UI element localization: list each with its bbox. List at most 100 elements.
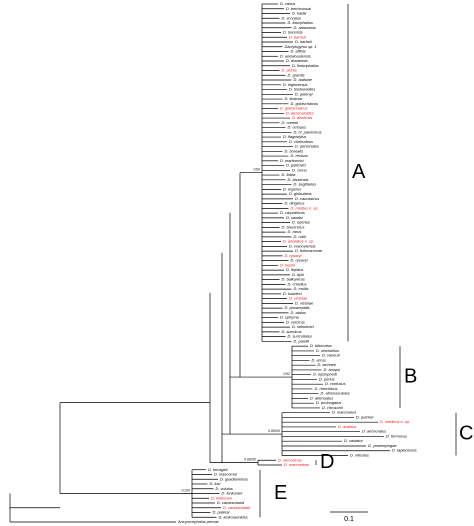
clade-label: A [352, 161, 366, 183]
taxon-label: D. petkovici [286, 163, 306, 168]
taxon-label: D. vranoviensis [289, 243, 316, 248]
taxon-label: D. vaneuti [322, 353, 340, 358]
taxon-label: D. brevicirrus [282, 224, 305, 229]
taxon-label: D. chrosomi [322, 405, 343, 410]
taxon-label: D. balistae [294, 77, 313, 82]
taxon-label: Ancyrocephalus percae [177, 519, 219, 524]
taxon-label: D. vistulae [295, 300, 314, 305]
taxon-label: D. hoiski [280, 262, 295, 267]
taxon-label: D. goktschaicus [291, 101, 319, 106]
taxon-label: D. crivellus [288, 281, 307, 286]
taxon-label: D. fallax [282, 172, 297, 177]
taxon-label: D. pectenatus [295, 144, 319, 149]
taxon-label: D. vulcicus [286, 319, 305, 324]
support-value: 1/100 [181, 488, 190, 492]
taxon-label: D. viticulus [350, 452, 369, 457]
taxon-label: D. barbuli [295, 39, 312, 44]
taxon-label: D. rysavyi [285, 253, 302, 258]
taxon-label: D. bifurcatus [310, 343, 332, 348]
taxon-label: D. borealis [285, 148, 304, 153]
taxon-label: D. dirigerus [285, 201, 305, 206]
taxon-label: D. mascomai [214, 472, 237, 477]
taxon-label: D. linstowoides [289, 87, 315, 92]
clade-label: D [320, 451, 334, 473]
taxon-label: D. rysavyi [291, 258, 308, 263]
taxon-label: D. linstowi [285, 96, 303, 101]
scale-label: 0.1 [344, 516, 354, 523]
taxon-label: D. bocageii [208, 467, 228, 472]
taxon-label: D. cf. parvicirrus [294, 129, 322, 134]
taxon-label: D. medicus n. sp. [380, 419, 410, 424]
taxon-label: D. lachneri [318, 362, 337, 367]
taxon-label: D. confusus [325, 381, 346, 386]
taxon-label: D. fimbriphallus [292, 63, 319, 68]
taxon-label: D. cornu [292, 167, 308, 172]
taxon-label: D. carassobarbi [217, 500, 244, 505]
taxon-label: D. opertus [292, 220, 310, 225]
taxon-label: D. vistulae [289, 296, 308, 301]
clade-label: C [459, 422, 473, 444]
taxon-label: D. attenuatus [310, 395, 333, 400]
taxon-label: D. dezensioides [286, 110, 314, 115]
support-value: 1/92 [283, 372, 290, 376]
taxon-label: D. caucasicus [295, 196, 319, 201]
taxon-label: D. sandai [286, 215, 303, 220]
taxon-label: D. gracilis [288, 72, 305, 77]
taxon-label: D. guadianensis [220, 476, 248, 481]
taxon-label: D. dyki [292, 272, 304, 277]
taxon-label: D. kadai [292, 11, 306, 16]
taxon-label: D. benhoussai [286, 6, 311, 11]
taxon-label: D. folkmanovae [295, 248, 323, 253]
taxon-label: D. boopsi [324, 367, 341, 372]
taxon-label: D. petenyi [295, 91, 313, 96]
taxon-label: D. atlasensis [294, 25, 316, 30]
taxon-label: D. suncullatus [288, 334, 312, 339]
taxon-label: D. suecicus [282, 329, 302, 334]
taxon-label: D. prolongatus [316, 400, 341, 405]
taxon-label: D. martinovici [280, 158, 304, 163]
taxon-label: D. barbuli [289, 34, 306, 39]
clade-label: B [404, 365, 417, 387]
taxon-label: D. rutili [294, 234, 306, 239]
taxon-label: D. pulcher [356, 414, 374, 419]
taxon-label: D. scorpius [282, 15, 302, 20]
taxon-label: D. sphyrna [280, 315, 300, 320]
taxon-label: D. yinwenyingae [368, 443, 397, 448]
taxon-label: D. acaleus [338, 424, 356, 429]
taxon-label: D. lenkorani [222, 491, 243, 496]
taxon-label: D. semistilius [316, 348, 339, 353]
taxon-label: D. perlus [319, 376, 335, 381]
taxon-label: D. varius [280, 1, 295, 6]
taxon-label: D. anchoratus [362, 429, 386, 434]
taxon-label: D. prostrepidis [285, 305, 310, 310]
taxon-label: D. medius n. sp. [291, 205, 319, 210]
support-value: 0.85/59 [268, 429, 280, 433]
taxon-label: D. atromaculatus [321, 391, 350, 396]
taxon-label: D. borensis [283, 30, 303, 35]
taxon-label: D. flagristylus [283, 134, 306, 139]
taxon-label: D. carpathicus [280, 210, 305, 215]
taxon-label: D. lenkoranoides [219, 514, 248, 519]
backbone [9, 172, 241, 522]
taxon-label: D. volutus [216, 486, 233, 491]
taxon-label: D. draaensis [286, 58, 308, 63]
taxon-label: D. mollis [294, 286, 309, 291]
taxon-label: D. omenti [282, 120, 299, 125]
taxon-label: D. globulatus [289, 191, 312, 196]
taxon-label: D. cheirodeus [289, 139, 313, 144]
taxon-label: D. carassobarbi [223, 505, 250, 510]
taxon-label: D. pandit [294, 338, 310, 343]
support-value: 0.88/50 [244, 458, 256, 462]
taxon-label: D. dezensis [292, 115, 312, 120]
taxon-label: D. affinis [291, 49, 306, 54]
taxon-label: D. lepidus [286, 267, 303, 272]
taxon-label: D. alatus [291, 310, 306, 315]
taxon-label: D. recisus [291, 153, 308, 158]
taxon-label: D. sekulovici [292, 324, 314, 329]
taxon-label: D. bissensis [288, 177, 309, 182]
taxon-label: D. rhinchthus [315, 386, 338, 391]
taxon-label: Dactylogyrus sp. 1 [285, 44, 317, 49]
taxon-label: D. sagittarius [294, 182, 317, 187]
taxon-label: D. opisopoedi [313, 372, 337, 377]
taxon-label: D. rarus [288, 229, 302, 234]
